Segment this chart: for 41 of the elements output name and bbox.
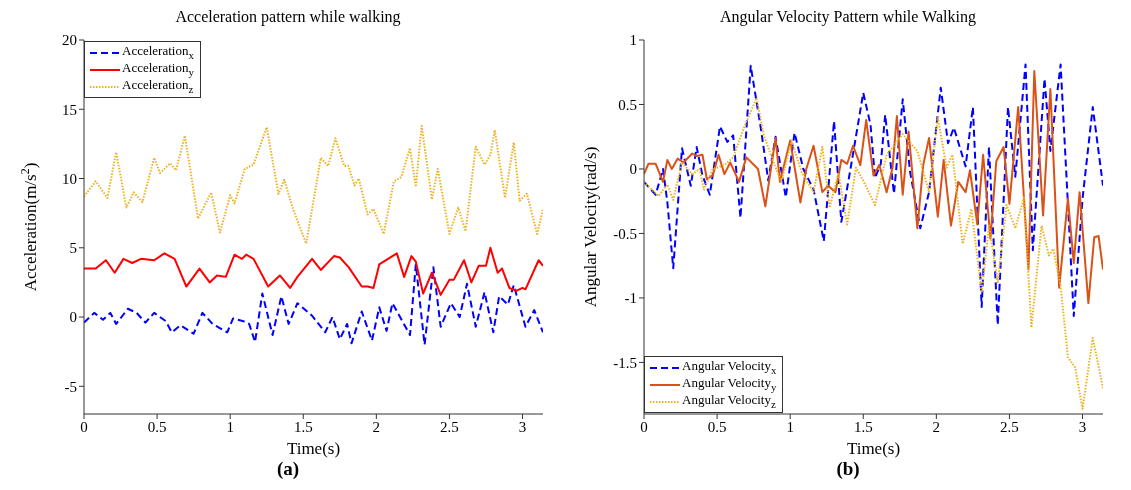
y-tick-label: 0 (69, 309, 77, 326)
y-tick-label: 0.5 (618, 96, 637, 113)
y-tick-label: -1 (624, 290, 637, 307)
x-tick-label: 1.5 (853, 418, 873, 435)
x-tick-label: 0.5 (147, 418, 167, 435)
text: (b) (835, 458, 861, 480)
y-tick-label: 5 (69, 240, 77, 257)
y-tick-label: -1.5 (613, 354, 637, 371)
y-tick-label: 0 (629, 161, 637, 178)
x-axis-title: Time(s) (846, 439, 901, 458)
x-axis-title: Time(s) (286, 439, 341, 458)
line-series (84, 263, 543, 346)
y-tick-label: 15 (62, 101, 77, 118)
y-tick-label: 1 (629, 32, 637, 49)
y-tick-label: 10 (62, 170, 77, 187)
x-tick-label: 2.5 (440, 418, 459, 435)
x-tick-label: 1 (786, 418, 794, 435)
x-tick-label: 2 (932, 418, 941, 435)
chart-title: Angular Velocity Pattern while Walking (719, 8, 977, 28)
line-series (84, 246, 543, 296)
legend-label: Acceleration$_{y}$ (122, 59, 194, 78)
text: (a) (275, 458, 301, 480)
x-tick-label: 0.5 (707, 418, 727, 435)
line-series (644, 97, 1103, 410)
legend-label: Angular Velocity$_{x}$ (682, 357, 777, 376)
x-tick-label: 0 (80, 418, 88, 435)
x-tick-label: 3 (1078, 418, 1087, 435)
y-axis-title: Angular Velocity(rad/s) (581, 146, 600, 308)
x-tick-label: 2.5 (1000, 418, 1019, 435)
line-series (84, 124, 543, 245)
y-tick-label: 20 (62, 32, 77, 49)
y-tick-label: -0.5 (613, 225, 637, 242)
y-tick-label: -5 (64, 378, 77, 395)
x-tick-label: 3 (518, 418, 527, 435)
chart-title: Acceleration pattern while walking (174, 8, 402, 28)
x-tick-label: 2 (372, 418, 381, 435)
legend-label: Angular Velocity$_{y}$ (682, 374, 777, 393)
x-tick-label: 0 (640, 418, 648, 435)
x-tick-label: 1.5 (293, 418, 313, 435)
x-tick-label: 1 (226, 418, 234, 435)
legend-label: Acceleration$_{x}$ (122, 42, 194, 61)
